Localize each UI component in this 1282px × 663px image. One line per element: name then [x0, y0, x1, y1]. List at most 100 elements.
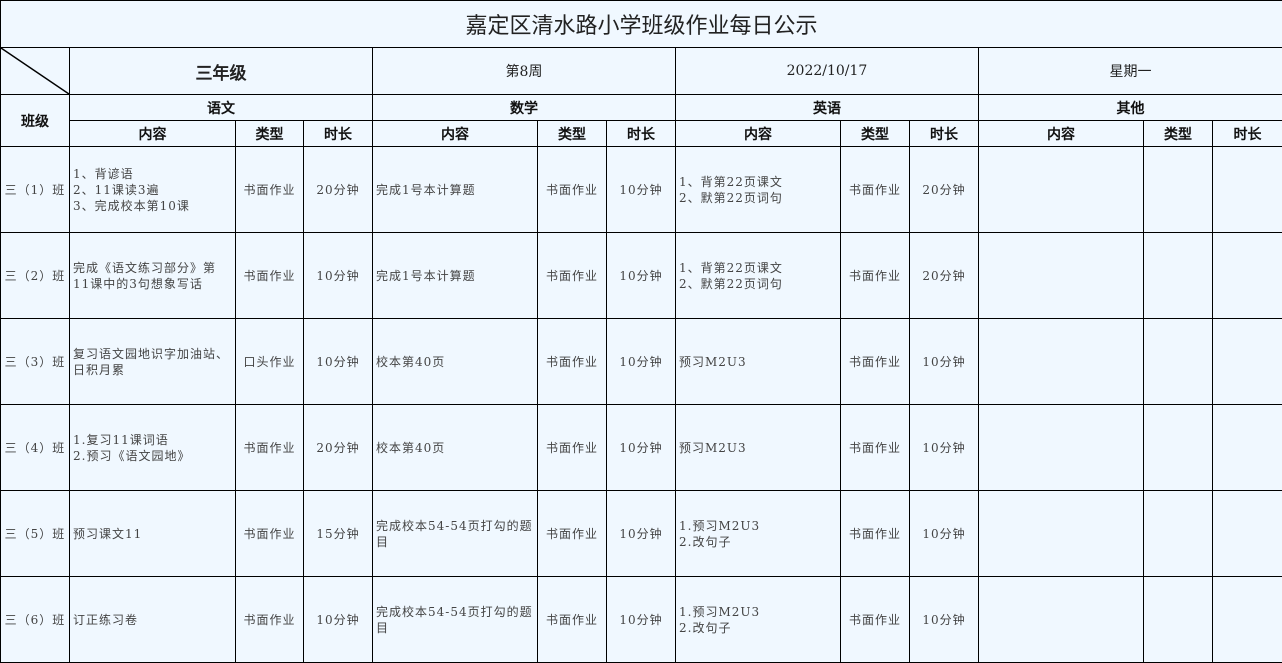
table-row: 三（5）班 预习课文11 书面作业 15分钟 完成校本54-54页打勾的题目 书面作业 10… — [0, 490, 1282, 577]
math-type: 书面作业 — [537, 404, 607, 491]
math-type: 书面作业 — [537, 146, 607, 233]
column-header-content: 内容 — [978, 120, 1144, 147]
other-content — [978, 404, 1144, 491]
class-name: 三（4）班 — [0, 404, 70, 491]
english-duration: 10分钟 — [909, 576, 979, 663]
column-header-content: 内容 — [675, 120, 841, 147]
chinese-type: 口头作业 — [235, 318, 304, 405]
other-duration — [1211, 576, 1282, 663]
subject-english: 英语 — [675, 94, 979, 121]
subject-other: 其他 — [977, 94, 1282, 121]
chinese-duration: 20分钟 — [303, 146, 373, 233]
math-content: 校本第40页 — [372, 404, 538, 491]
other-content — [978, 318, 1144, 405]
column-header-duration: 时长 — [909, 120, 979, 147]
table-row: 三（6）班 订正练习卷 书面作业 10分钟 完成校本54-54页打勾的题目 书面作业 10分… — [0, 576, 1282, 663]
math-content: 完成1号本计算题 — [372, 146, 538, 233]
math-duration: 10分钟 — [606, 318, 676, 405]
math-duration: 10分钟 — [606, 232, 676, 319]
math-type: 书面作业 — [537, 576, 607, 663]
math-content: 校本第40页 — [372, 318, 538, 405]
other-duration — [1211, 490, 1282, 577]
chinese-content: 复习语文园地识字加油站、日积月累 — [69, 318, 236, 405]
english-type: 书面作业 — [840, 318, 910, 405]
english-content: 1.预习M2U3 2.改句子 — [675, 490, 841, 577]
math-type: 书面作业 — [537, 232, 607, 319]
column-header-type: 类型 — [840, 120, 910, 147]
week-label: 第8周 — [372, 47, 676, 95]
column-header-type: 类型 — [537, 120, 607, 147]
english-type: 书面作业 — [840, 146, 910, 233]
other-content — [978, 146, 1144, 233]
other-duration — [1211, 318, 1282, 405]
english-content: 1、背第22页课文 2、默第22页词句 — [675, 232, 841, 319]
class-name: 三（2）班 — [0, 232, 70, 319]
chinese-content: 订正练习卷 — [69, 576, 236, 663]
english-duration: 20分钟 — [909, 232, 979, 319]
other-type — [1143, 232, 1213, 319]
chinese-duration: 10分钟 — [303, 318, 373, 405]
chinese-duration: 10分钟 — [303, 576, 373, 663]
other-duration — [1211, 232, 1282, 319]
math-type: 书面作业 — [537, 490, 607, 577]
class-name: 三（1）班 — [0, 146, 70, 233]
other-type — [1143, 576, 1213, 663]
math-duration: 10分钟 — [606, 404, 676, 491]
math-content: 完成1号本计算题 — [372, 232, 538, 319]
other-duration — [1211, 146, 1282, 233]
column-header-content: 内容 — [69, 120, 236, 147]
table-row: 三（1）班 1、背谚语 2、11课读3遍 3、完成校本第10课 书面作业 20分钟 完成… — [0, 146, 1282, 233]
column-header-type: 类型 — [235, 120, 304, 147]
math-content: 完成校本54-54页打勾的题目 — [372, 576, 538, 663]
other-type — [1143, 146, 1213, 233]
grade-label: 三年级 — [69, 47, 373, 95]
english-content: 1.预习M2U3 2.改句子 — [675, 576, 841, 663]
other-duration — [1211, 404, 1282, 491]
column-header-duration: 时长 — [303, 120, 373, 147]
english-content: 预习M2U3 — [675, 318, 841, 405]
math-duration: 10分钟 — [606, 576, 676, 663]
chinese-content: 预习课文11 — [69, 490, 236, 577]
diagonal-corner-cell — [0, 47, 70, 95]
other-content — [978, 490, 1144, 577]
class-name: 三（6）班 — [0, 576, 70, 663]
other-type — [1143, 318, 1213, 405]
english-duration: 20分钟 — [909, 146, 979, 233]
other-content — [978, 576, 1144, 663]
english-duration: 10分钟 — [909, 490, 979, 577]
chinese-content: 1.复习11课词语 2.预习《语文园地》 — [69, 404, 236, 491]
class-header: 班级 — [0, 94, 70, 147]
subject-chinese: 语文 — [69, 94, 373, 121]
english-type: 书面作业 — [840, 490, 910, 577]
column-header-duration: 时长 — [606, 120, 676, 147]
chinese-content: 1、背谚语 2、11课读3遍 3、完成校本第10课 — [69, 146, 236, 233]
math-duration: 10分钟 — [606, 490, 676, 577]
column-header-content: 内容 — [372, 120, 538, 147]
subject-math: 数学 — [372, 94, 676, 121]
english-duration: 10分钟 — [909, 404, 979, 491]
english-type: 书面作业 — [840, 576, 910, 663]
math-duration: 10分钟 — [606, 146, 676, 233]
table-row: 三（4）班 1.复习11课词语 2.预习《语文园地》 书面作业 20分钟 校本第40页书… — [0, 404, 1282, 491]
class-name: 三（3）班 — [0, 318, 70, 405]
math-content: 完成校本54-54页打勾的题目 — [372, 490, 538, 577]
chinese-type: 书面作业 — [235, 404, 304, 491]
math-type: 书面作业 — [537, 318, 607, 405]
date-label: 2022/10/17 — [675, 47, 979, 95]
table-row: 三（2）班 完成《语文练习部分》第11课中的3句想象写话 书面作业 10分钟 完成1号本… — [0, 232, 1282, 319]
chinese-type: 书面作业 — [235, 146, 304, 233]
chinese-duration: 15分钟 — [303, 490, 373, 577]
chinese-duration: 10分钟 — [303, 232, 373, 319]
chinese-type: 书面作业 — [235, 490, 304, 577]
other-type — [1143, 404, 1213, 491]
page-title: 嘉定区清水路小学班级作业每日公示 — [0, 0, 1282, 48]
table-row: 三（3）班 复习语文园地识字加油站、日积月累 口头作业 10分钟 校本第40页 书面作业 1… — [0, 318, 1282, 405]
english-duration: 10分钟 — [909, 318, 979, 405]
weekday-label: 星期一 — [977, 47, 1282, 95]
english-type: 书面作业 — [840, 232, 910, 319]
english-content: 预习M2U3 — [675, 404, 841, 491]
other-content — [978, 232, 1144, 319]
chinese-duration: 20分钟 — [303, 404, 373, 491]
english-type: 书面作业 — [840, 404, 910, 491]
